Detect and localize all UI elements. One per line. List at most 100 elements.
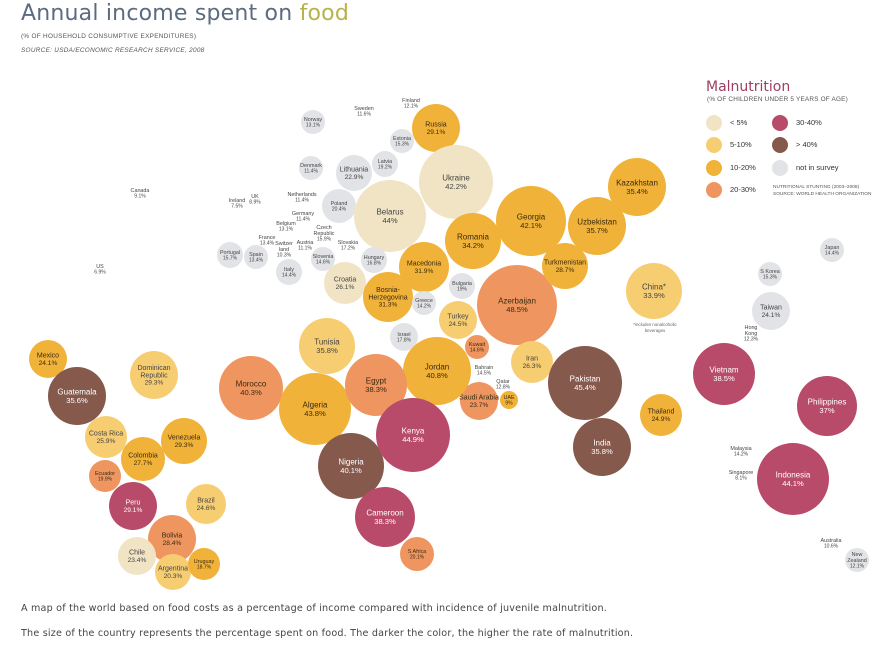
source-note: SOURCE: USDA/ECONOMIC RESEARCH SERVICE, … (21, 47, 205, 54)
country-bubble (324, 262, 366, 304)
country-china: China*33.9% (626, 263, 682, 319)
country-bubble (568, 197, 626, 255)
country-name: Egypt (366, 376, 387, 385)
country-name: Spain (249, 252, 263, 258)
country-value: 31.9% (415, 268, 434, 275)
country-value: 35.6% (66, 396, 88, 405)
country-bubble (758, 262, 782, 286)
country-value: 12.3% (744, 336, 759, 342)
country-name: Bulgaria (452, 281, 472, 287)
country-name: Saudi Arabia (459, 395, 499, 402)
country-value: 29.1% (124, 507, 143, 514)
country-value: 31.3% (379, 302, 398, 309)
legend-subtitle: (% OF CHILDREN UNDER 5 YEARS OF AGE) (707, 96, 848, 103)
country-bubble (322, 189, 356, 223)
country-name: Malaysia (730, 446, 751, 452)
country-bubble (354, 180, 426, 252)
country-value: 38.3% (365, 385, 387, 394)
country-name: Russia (425, 122, 447, 129)
country-value: 13.4% (249, 258, 264, 264)
country-name: Jordan (425, 362, 449, 371)
country-bubble (279, 373, 351, 445)
country-value: 26.3% (523, 363, 542, 370)
country-bubble (449, 273, 475, 299)
country-value: 24.9% (652, 416, 671, 423)
country-name: S Korea (760, 269, 779, 275)
country-bubble (345, 354, 407, 416)
country-name: Iran (526, 356, 538, 363)
country-bubble (511, 341, 553, 383)
country-name: Italy (284, 267, 294, 273)
country-name: Cameroon (366, 508, 403, 517)
country-name: Argentina (158, 566, 188, 573)
caption-line-2: The size of the country represents the p… (21, 628, 634, 639)
country-name: Kenya (402, 426, 425, 435)
country-value: 48.5% (506, 305, 528, 314)
country-value: 18.7% (197, 565, 212, 571)
country-bubble (188, 548, 220, 580)
country-value: 28.4% (163, 540, 182, 547)
country-value: 12.8% (496, 385, 511, 391)
country-value: 40.8% (426, 371, 448, 380)
country-name: land (279, 247, 289, 253)
country-value: 20.1% (410, 555, 425, 561)
legend-swatch (772, 160, 788, 176)
country-name: Netherlands (287, 192, 316, 198)
country-bubble (640, 394, 682, 436)
country-bubble (130, 351, 178, 399)
legend-swatch (706, 182, 722, 198)
country-name: Qatar (496, 379, 510, 385)
country-value: 20.3% (164, 573, 183, 580)
country-bubble (752, 292, 790, 330)
country-bubble (419, 145, 493, 219)
country-bubble (89, 460, 121, 492)
country-name: Ecuador (95, 471, 115, 477)
country-bubble (301, 110, 325, 134)
country-name: Germany (292, 211, 314, 217)
country-bubble (460, 382, 498, 420)
country-value: 29.1% (427, 129, 446, 136)
country-name: Kong (745, 331, 758, 337)
country-name: Costa Rica (89, 431, 123, 438)
country-name: Macedonia (407, 261, 441, 268)
country-name: Portugal (220, 250, 240, 256)
country-value: 12.1% (404, 104, 419, 110)
country-value: 15.9% (317, 236, 332, 242)
country-bubble (363, 272, 413, 322)
country-value: 14.4% (825, 251, 840, 257)
country-bubble (244, 245, 268, 269)
country-bubble (573, 418, 631, 476)
country-name: Algeria (303, 400, 328, 409)
country-name: Tunisia (314, 337, 340, 346)
country-value: 43.8% (304, 409, 326, 418)
country-value: 15.7% (223, 256, 238, 262)
country-bubble (399, 242, 449, 292)
country-value: 14.4% (282, 273, 297, 279)
country-name: Uruguay (194, 559, 215, 565)
country-value: 15.3% (395, 142, 410, 148)
country-bubble (186, 484, 226, 524)
country-bubble (845, 548, 869, 572)
country-name: Czech (316, 225, 331, 231)
